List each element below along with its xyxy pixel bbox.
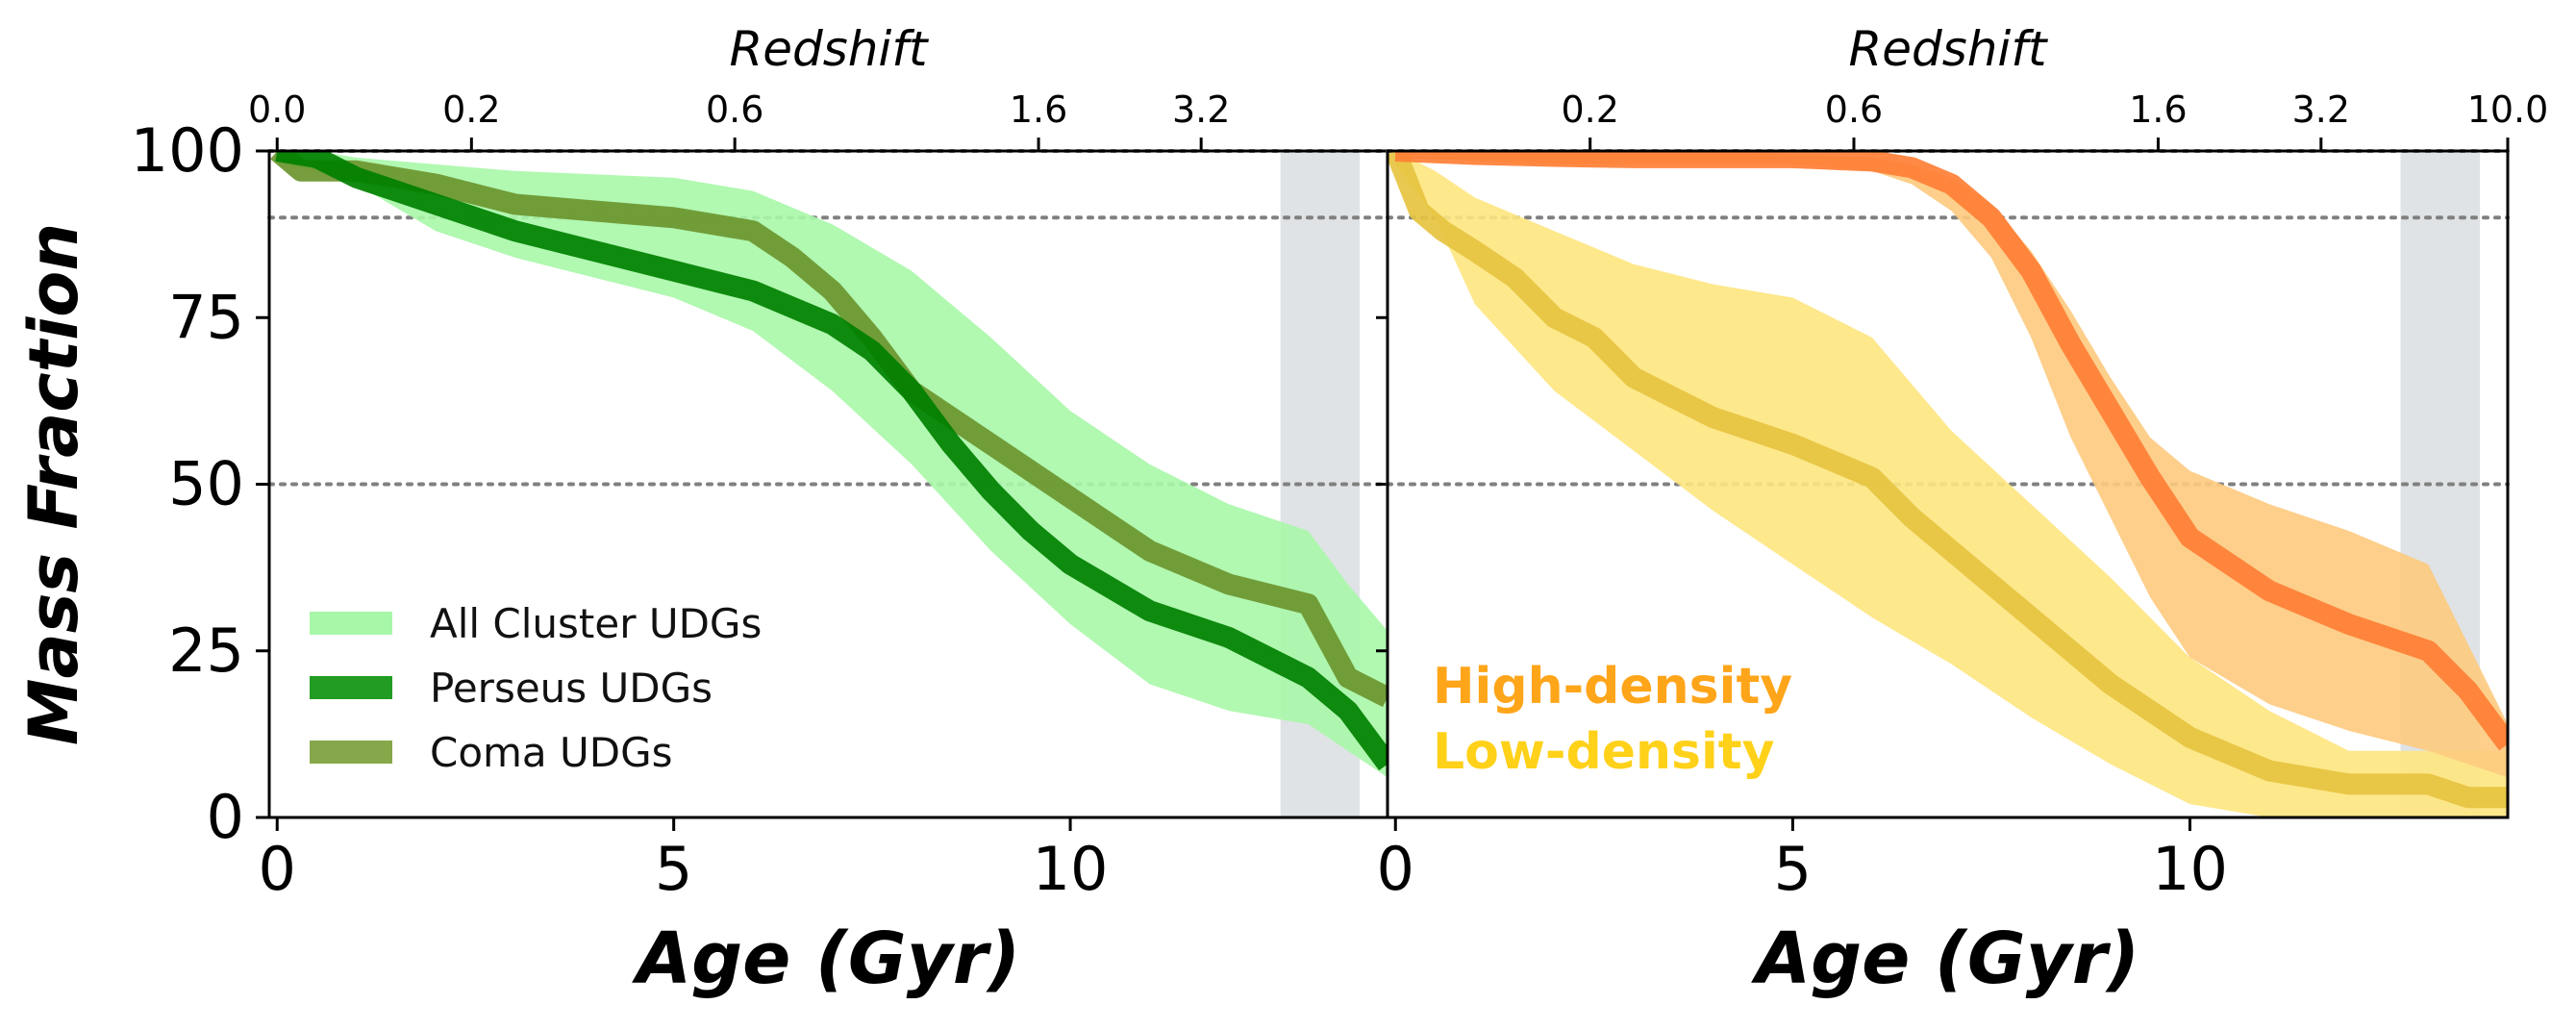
left-axes: 0 5 10 0.0 0.2 0.6 1.6 3.2 Redshift 0 25 50 75 100 Age… <box>14 21 1389 1000</box>
series-group <box>1388 151 2508 817</box>
density-annotations: High-density Low-density <box>1433 658 1792 781</box>
series-group <box>270 151 1388 778</box>
axes-frame <box>1386 149 2510 819</box>
legend: All Cluster UDGs Perseus UDGs Coma UDGs <box>310 600 762 776</box>
y-axis-title: Mass Fraction <box>14 223 93 745</box>
left-panel: 0 5 10 0.0 0.2 0.6 1.6 3.2 Redshift 0 25 50 75 100 Age… <box>14 21 1389 1000</box>
band-low-density <box>1395 151 2508 817</box>
top-axis-title: Redshift <box>1848 21 2048 77</box>
x-tick-label: 0 <box>1377 834 1414 904</box>
x-tick-label: 0 <box>259 834 296 904</box>
band-all-cluster-udgs <box>277 151 1388 778</box>
legend-swatch <box>310 612 392 635</box>
top-tick-label: 0.2 <box>1561 88 1618 131</box>
y-tick-label: 100 <box>131 115 244 186</box>
y-tick-label: 50 <box>168 449 244 519</box>
top-tick-label: 10.0 <box>2467 88 2549 131</box>
x-axis-title: Age (Gyr) <box>1751 917 2139 1000</box>
top-tick-label: 0.6 <box>706 88 763 131</box>
line-low-density <box>1388 151 2508 809</box>
right-axes: 0 5 10 0.2 0.6 1.6 3.2 10.0 Redshift Age (Gyr) <box>1377 21 2549 1000</box>
right-series <box>1388 151 2508 817</box>
annotation-high-density: High-density <box>1433 658 1792 716</box>
y-tick-label: 25 <box>168 615 244 686</box>
top-tick-label: 1.6 <box>2129 88 2187 131</box>
right-panel: 0 5 10 0.2 0.6 1.6 3.2 10.0 Redshift Age (Gyr) Hi… <box>1377 21 2549 1000</box>
legend-swatch <box>310 676 392 699</box>
x-tick-label: 10 <box>1033 834 1109 904</box>
left-series <box>270 151 1388 778</box>
top-tick-label: 0.0 <box>248 88 306 131</box>
top-tick-label: 3.2 <box>1172 88 1230 131</box>
band-high-density <box>1395 151 2508 778</box>
legend-label: Perseus UDGs <box>430 665 713 712</box>
top-axis-title: Redshift <box>729 21 929 77</box>
annotation-low-density: Low-density <box>1433 723 1775 781</box>
legend-label: Coma UDGs <box>430 729 673 776</box>
x-tick-label: 5 <box>655 834 692 904</box>
x-axis-title: Age (Gyr) <box>632 917 1020 1000</box>
top-tick-label: 1.6 <box>1010 88 1067 131</box>
top-tick-label: 3.2 <box>2292 88 2350 131</box>
x-tick-label: 10 <box>2152 834 2228 904</box>
top-tick-label: 0.6 <box>1825 88 1883 131</box>
legend-label: All Cluster UDGs <box>430 600 762 647</box>
legend-swatch <box>310 741 392 764</box>
y-tick-label: 75 <box>168 282 244 352</box>
top-tick-label: 0.2 <box>442 88 500 131</box>
line-perseus-udgs <box>275 151 1388 771</box>
y-tick-label: 0 <box>207 782 244 852</box>
line-high-density <box>1394 151 2508 751</box>
x-tick-label: 5 <box>1774 834 1812 904</box>
